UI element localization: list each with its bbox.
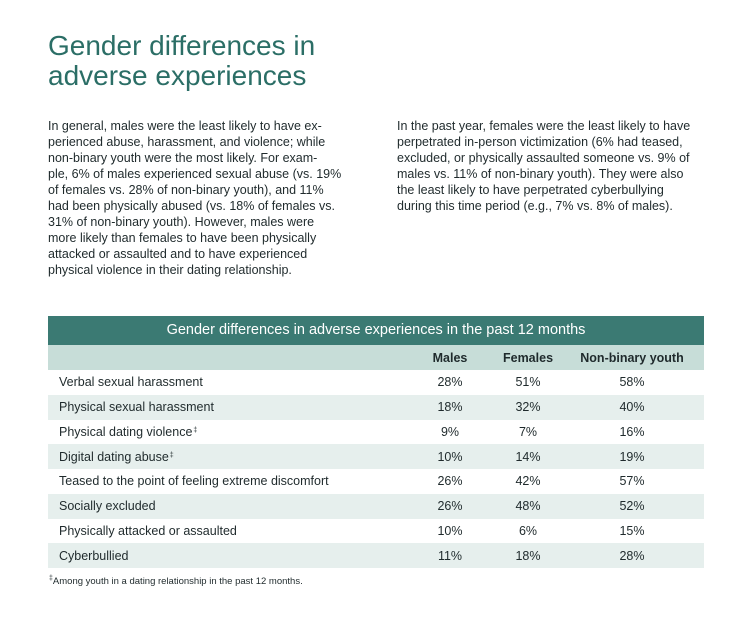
table-row: Verbal sexual harassment 28% 51% 58% bbox=[48, 370, 704, 395]
cell-non-binary: 15% bbox=[619, 523, 645, 538]
intro-right-line: perpetrated in-person victimization (6% … bbox=[397, 135, 683, 149]
row-label: Physical dating violence ‡ bbox=[59, 420, 197, 445]
row-label: Physically attacked or assaulted bbox=[59, 519, 238, 544]
row-label-text: Verbal sexual harassment bbox=[59, 375, 203, 390]
row-label: Cyberbullied bbox=[59, 543, 129, 568]
row-label: Socially excluded bbox=[59, 494, 157, 519]
cell-males: 11% bbox=[437, 548, 463, 563]
intro-left-line: attacked or assaulted and to have experi… bbox=[48, 247, 308, 261]
cell-non-binary: 16% bbox=[619, 424, 645, 439]
row-label-text: Socially excluded bbox=[59, 499, 156, 514]
adverse-experiences-table: Gender differences in adverse experience… bbox=[48, 316, 704, 568]
page-title: Gender differences in adverse experience… bbox=[48, 31, 315, 91]
page-title-line-1: Gender differences in bbox=[48, 30, 316, 61]
cell-non-binary: 40% bbox=[619, 400, 645, 415]
table-title: Gender differences in adverse experience… bbox=[48, 316, 704, 345]
cell-males: 28% bbox=[437, 375, 463, 390]
cell-males: 9% bbox=[440, 424, 460, 439]
intro-left-line: perienced abuse, harassment, and violenc… bbox=[48, 135, 326, 149]
cell-females: 51% bbox=[515, 375, 541, 390]
intro-right-line: males vs. 11% of non-binary youth). They… bbox=[397, 167, 684, 181]
row-label-text: Cyberbullied bbox=[59, 548, 129, 563]
cell-females: 14% bbox=[515, 449, 541, 464]
column-header-non-binary: Non-binary youth bbox=[580, 350, 684, 365]
cell-males: 18% bbox=[437, 400, 463, 415]
column-header-males: Males bbox=[432, 350, 468, 365]
table-row: Socially excluded 26% 48% 52% bbox=[48, 493, 704, 519]
cell-males: 26% bbox=[437, 499, 463, 514]
cell-females: 6% bbox=[518, 523, 538, 538]
table-row: Teased to the point of feeling extreme d… bbox=[48, 469, 704, 494]
cell-females: 18% bbox=[515, 548, 541, 563]
intro-left-line: 31% of non-binary youth). However, males… bbox=[48, 215, 315, 229]
cell-non-binary: 19% bbox=[619, 449, 645, 464]
row-label-text: Physical sexual harassment bbox=[59, 400, 214, 415]
intro-left-line: had been physically abused (vs. 18% of f… bbox=[48, 199, 335, 213]
cell-females: 42% bbox=[515, 474, 541, 489]
intro-right-line: during this time period (e.g., 7% vs. 8%… bbox=[397, 199, 673, 213]
row-label-mark: ‡ bbox=[193, 427, 198, 435]
cell-males: 10% bbox=[437, 523, 463, 538]
footnote-text: Among youth in a dating relationship in … bbox=[52, 576, 303, 587]
intro-left-line: of females vs. 28% of non-binary youth),… bbox=[48, 183, 324, 197]
intro-left-line: non-binary youth were the most likely. F… bbox=[48, 151, 318, 165]
row-label-text: Physically attacked or assaulted bbox=[59, 523, 237, 538]
intro-left-line: more likely than females to have been ph… bbox=[48, 231, 317, 245]
cell-non-binary: 28% bbox=[619, 548, 645, 563]
cell-non-binary: 57% bbox=[619, 474, 645, 489]
page-title-line-2: adverse experiences bbox=[48, 60, 307, 91]
intro-left-line: ple, 6% of males experienced sexual abus… bbox=[48, 167, 342, 181]
cell-males: 26% bbox=[437, 474, 463, 489]
intro-paragraph-right: In the past year, females were the least… bbox=[397, 118, 690, 214]
cell-females: 48% bbox=[515, 499, 541, 514]
row-label: Verbal sexual harassment bbox=[59, 370, 204, 395]
row-label: Teased to the point of feeling extreme d… bbox=[59, 469, 330, 494]
row-label: Digital dating abuse ‡ bbox=[59, 444, 174, 469]
row-label-mark: ‡ bbox=[169, 452, 174, 460]
intro-left-line: In general, males were the least likely … bbox=[48, 119, 322, 133]
table-header-row: Males Females Non-binary youth bbox=[48, 345, 704, 370]
cell-non-binary: 52% bbox=[619, 499, 645, 514]
cell-males: 10% bbox=[437, 449, 463, 464]
table-row: Digital dating abuse ‡ 10% 14% 19% bbox=[48, 444, 704, 469]
row-label-text: Physical dating violence bbox=[59, 424, 193, 439]
footnote-mark: ‡ bbox=[49, 575, 53, 582]
cell-females: 32% bbox=[515, 400, 541, 415]
table-footnote: ‡Among youth in a dating relationship in… bbox=[48, 575, 303, 587]
row-label-text: Digital dating abuse bbox=[59, 449, 169, 464]
intro-right-line: excluded, or physically assaulted someon… bbox=[397, 151, 690, 165]
table-row: Physical dating violence ‡ 9% 7% 16% bbox=[48, 420, 704, 445]
intro-paragraph-left: In general, males were the least likely … bbox=[48, 118, 341, 278]
intro-left-line: physical violence in their dating relati… bbox=[48, 263, 292, 277]
intro-right-line: the least likely to have perpetrated cyb… bbox=[397, 183, 664, 197]
column-header-females: Females bbox=[502, 350, 554, 365]
table-row: Physical sexual harassment 18% 32% 40% bbox=[48, 394, 704, 420]
table-row: Cyberbullied 11% 18% 28% bbox=[48, 543, 704, 568]
cell-non-binary: 58% bbox=[619, 375, 645, 390]
row-label-text: Teased to the point of feeling extreme d… bbox=[59, 474, 329, 489]
table-row: Physically attacked or assaulted 10% 6% … bbox=[48, 519, 704, 544]
cell-females: 7% bbox=[518, 424, 538, 439]
intro-right-line: In the past year, females were the least… bbox=[397, 119, 691, 133]
row-label: Physical sexual harassment bbox=[59, 395, 215, 420]
